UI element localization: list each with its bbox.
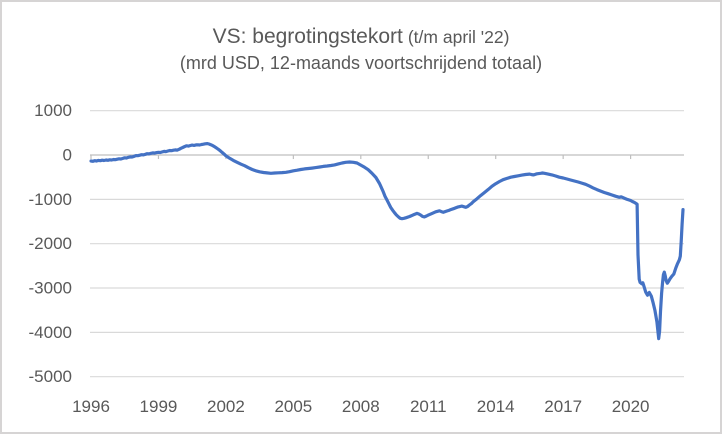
x-tick-label: 2014 <box>477 397 515 416</box>
x-tick-label: 2011 <box>410 397 447 416</box>
chart-title-suffix: (t/m april '22) <box>407 27 510 47</box>
y-tick-label: 0 <box>63 146 72 165</box>
y-tick-label: 1000 <box>34 101 72 120</box>
y-tick-label: -5000 <box>29 367 72 386</box>
deficit-series-line <box>89 142 685 341</box>
chart-subtitle: (mrd USD, 12-maands voortschrijdend tota… <box>179 53 543 73</box>
y-tick-label: -3000 <box>29 279 72 298</box>
x-tick-label: 2002 <box>207 397 245 416</box>
x-tick-label: 2017 <box>544 397 582 416</box>
x-tick-label: 2005 <box>274 397 312 416</box>
x-tick-label: 1996 <box>72 397 110 416</box>
y-tick-label: -4000 <box>29 323 72 342</box>
chart-title: VS: begrotingstekort (t/m april '22) <box>2 25 720 48</box>
x-tick-label: 1999 <box>140 397 178 416</box>
chart-title-main: VS: begrotingstekort <box>212 25 403 48</box>
x-tick-label: 2008 <box>342 397 380 416</box>
x-tick-label: 2020 <box>612 397 650 416</box>
y-tick-label: -1000 <box>29 190 72 209</box>
y-tick-label: -2000 <box>29 234 72 253</box>
